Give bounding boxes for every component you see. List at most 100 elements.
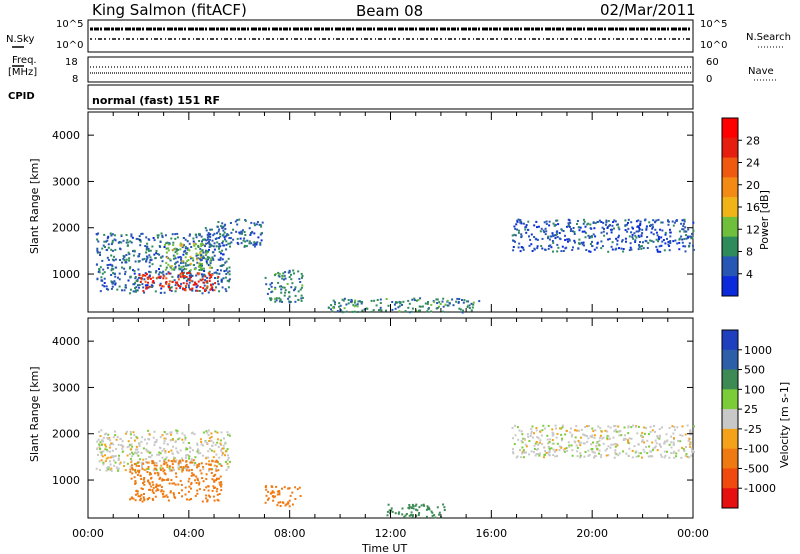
heatmap-cell — [164, 234, 167, 237]
heatmap-cell — [343, 307, 346, 310]
heatmap-cell — [582, 222, 585, 225]
heatmap-cell — [587, 234, 590, 237]
heatmap-cell — [289, 494, 292, 497]
heatmap-cell — [111, 449, 114, 452]
heatmap-cell — [561, 424, 564, 427]
heatmap-cell — [110, 269, 113, 272]
heatmap-cell — [347, 299, 350, 301]
heatmap-cell — [641, 440, 643, 443]
heatmap-cell — [184, 289, 187, 292]
heatmap-cell — [667, 240, 670, 243]
heatmap-cell — [206, 285, 209, 288]
heatmap-cell — [191, 287, 194, 290]
heatmap-cell — [136, 278, 139, 281]
heatmap-cell — [267, 497, 270, 500]
heatmap-cell — [181, 438, 184, 441]
heatmap-cell — [148, 261, 151, 264]
heatmap-cell — [373, 299, 376, 302]
heatmap-cell — [666, 450, 668, 453]
heatmap-cell — [153, 239, 156, 242]
heatmap-cell — [101, 439, 104, 442]
heatmap-cell — [525, 225, 528, 228]
heatmap-cell — [656, 436, 659, 439]
heatmap-cell — [366, 307, 369, 310]
heatmap-cell — [214, 430, 217, 433]
heatmap-cell — [559, 427, 561, 430]
heatmap-cell — [658, 237, 661, 240]
heatmap-cell — [129, 431, 132, 433]
heatmap-cell — [182, 237, 185, 239]
heatmap-cell — [107, 456, 110, 459]
heatmap-cell — [656, 250, 659, 253]
heatmap-cell — [288, 301, 291, 304]
heatmap-cell — [275, 297, 278, 300]
heatmap-cell — [655, 245, 658, 248]
heatmap-cell — [152, 462, 155, 465]
heatmap-cell — [618, 228, 621, 231]
heatmap-cell — [220, 489, 223, 492]
heatmap-cell — [182, 253, 185, 256]
heatmap-cell — [181, 495, 183, 498]
heatmap-cell — [167, 271, 170, 274]
heatmap-cell — [407, 306, 410, 309]
heatmap-cell — [128, 253, 131, 256]
heatmap-cell — [144, 438, 146, 441]
heatmap-cell — [148, 285, 151, 288]
heatmap-cell — [588, 453, 591, 456]
heatmap-cell — [219, 235, 222, 238]
heatmap-cell — [280, 288, 283, 291]
heatmap-cell — [352, 304, 355, 307]
heatmap-cell — [189, 288, 192, 291]
nsky-tick-high: 10^5 — [56, 19, 83, 30]
heatmap-cell — [221, 258, 224, 261]
heatmap-cell — [224, 454, 226, 457]
heatmap-cell — [129, 498, 132, 501]
heatmap-cell — [190, 458, 193, 461]
heatmap-cell — [132, 250, 134, 253]
heatmap-cell — [134, 290, 137, 293]
power-colorbar-label: Power [dB] — [758, 190, 771, 250]
heatmap-cell — [173, 460, 176, 463]
heatmap-cell — [211, 256, 214, 259]
heatmap-cell — [288, 291, 291, 294]
heatmap-cell — [586, 425, 589, 428]
heatmap-cell — [599, 434, 602, 437]
heatmap-cell — [446, 299, 449, 302]
heatmap-cell — [543, 427, 546, 430]
heatmap-cell — [224, 238, 226, 241]
heatmap-cell — [298, 486, 301, 489]
heatmap-cell — [600, 221, 603, 223]
heatmap-cell — [678, 248, 681, 251]
heatmap-cell — [209, 463, 212, 466]
heatmap-cell — [209, 448, 212, 451]
heatmap-cell — [201, 292, 204, 295]
heatmap-cell — [230, 231, 233, 234]
heatmap-cell — [544, 227, 547, 230]
heatmap-cell — [614, 220, 617, 223]
heatmap-cell — [172, 248, 175, 251]
heatmap-cell — [632, 424, 635, 427]
heatmap-cell — [228, 270, 231, 273]
heatmap-cell — [135, 289, 137, 292]
heatmap-cell — [182, 261, 185, 264]
heatmap-cell — [198, 240, 201, 242]
heatmap-cell — [172, 267, 175, 270]
heatmap-cell — [207, 434, 210, 437]
heatmap-cell — [628, 235, 631, 238]
heatmap-cell — [132, 269, 134, 272]
heatmap-cell — [604, 429, 607, 432]
heatmap-cell — [545, 220, 548, 223]
heatmap-cell — [616, 444, 619, 447]
heatmap-cell — [189, 276, 192, 279]
heatmap-cell — [598, 452, 600, 455]
heatmap-cell — [535, 427, 538, 429]
heatmap-cell — [197, 246, 200, 248]
heatmap-cell — [208, 274, 211, 277]
heatmap-cell — [201, 278, 204, 281]
heatmap-cell — [625, 452, 628, 455]
heatmap-cell — [143, 477, 146, 479]
heatmap-cell — [278, 285, 281, 288]
colorbar-segment — [722, 448, 738, 469]
heatmap-cell — [168, 258, 171, 261]
velocity-colorbar-label: Velocity [m s-1] — [778, 382, 791, 468]
